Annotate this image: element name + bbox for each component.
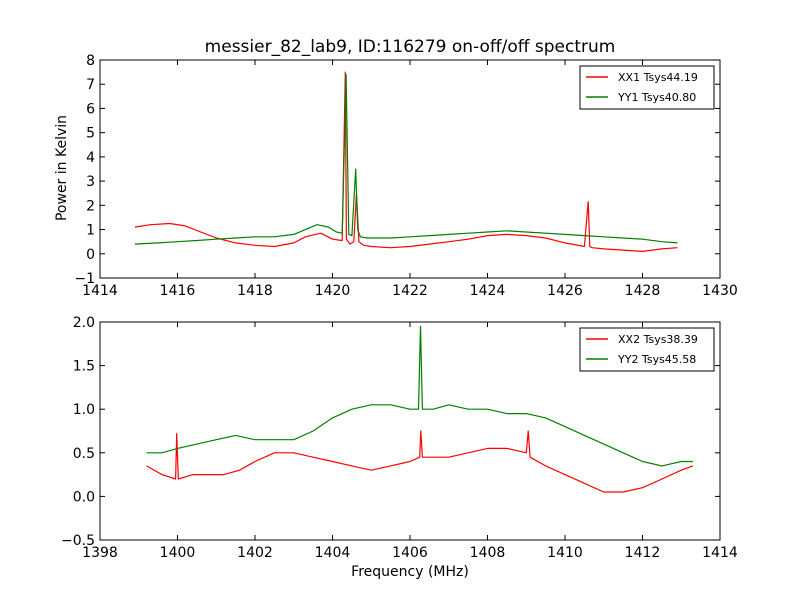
legend-label: XX2 Tsys38.39 (618, 333, 698, 346)
bottom-x-axis-label: Frequency (MHz) (351, 564, 469, 580)
x-tick-label: 1404 (315, 545, 351, 561)
y-tick-label: 4 (86, 150, 95, 166)
series-line-xx1 (134, 71, 678, 252)
y-tick-label: 5 (86, 126, 95, 142)
top-y-axis-label: Power in Kelvin (54, 115, 70, 221)
x-tick-label: 1402 (237, 545, 273, 561)
x-tick-label: 1398 (82, 545, 118, 561)
x-tick-label: 1400 (160, 545, 196, 561)
legend-box (579, 327, 715, 372)
x-tick-label: 1428 (625, 283, 661, 299)
y-tick-label: 0.0 (73, 489, 95, 505)
y-tick-label: 2 (86, 198, 95, 214)
x-tick-label: 1418 (237, 283, 273, 299)
x-tick-label: 1406 (392, 545, 428, 561)
x-tick-label: 1430 (702, 283, 738, 299)
y-tick-label: 1.5 (73, 359, 95, 375)
y-tick-label: 6 (86, 101, 95, 117)
series-line-xx2 (146, 430, 694, 493)
y-tick-label: 0.5 (73, 446, 95, 462)
x-tick-label: 1424 (470, 283, 506, 299)
x-tick-label: 1420 (315, 283, 351, 299)
x-tick-label: 1422 (392, 283, 428, 299)
x-tick-label: 1426 (547, 283, 583, 299)
figure-title: messier_82_lab9, ID:116279 on-off/off sp… (205, 37, 616, 57)
y-tick-label: 3 (86, 174, 95, 190)
y-tick-label: 0 (86, 247, 95, 263)
bottom-panel-xx2-yy2: Frequency (MHz) 1398 1400 1402 1404 1406 1408… (61, 315, 738, 580)
y-tick-label: 2.0 (73, 315, 95, 331)
legend: XX1 Tsys44.19 YY1 Tsys40.80 (579, 65, 715, 110)
y-tick-label: 1.0 (73, 402, 95, 418)
x-tick-label: 1414 (702, 545, 738, 561)
x-tick-label: 1410 (547, 545, 583, 561)
top-panel-xx1-yy1: Power in Kelvin 1414 1416 1418 1420 1422 1424… (54, 53, 738, 299)
series-line-yy1 (134, 73, 678, 245)
y-tick-label: 7 (86, 77, 95, 93)
legend-label: YY1 Tsys40.80 (617, 91, 696, 104)
y-tick-label: −1 (74, 271, 95, 287)
legend-label: YY2 Tsys45.58 (617, 353, 696, 366)
series-line-yy2 (146, 325, 693, 467)
x-tick-label: 1408 (470, 545, 506, 561)
legend: XX2 Tsys38.39 YY2 Tsys45.58 (579, 327, 715, 372)
x-tick-label: 1414 (82, 283, 118, 299)
y-tick-label: 8 (86, 53, 95, 69)
y-tick-label: 1 (86, 223, 95, 239)
x-tick-label: 1412 (625, 545, 661, 561)
y-tick-label: −0.5 (61, 533, 95, 549)
legend-label: XX1 Tsys44.19 (618, 71, 698, 84)
x-tick-label: 1416 (160, 283, 196, 299)
legend-box (579, 65, 715, 110)
